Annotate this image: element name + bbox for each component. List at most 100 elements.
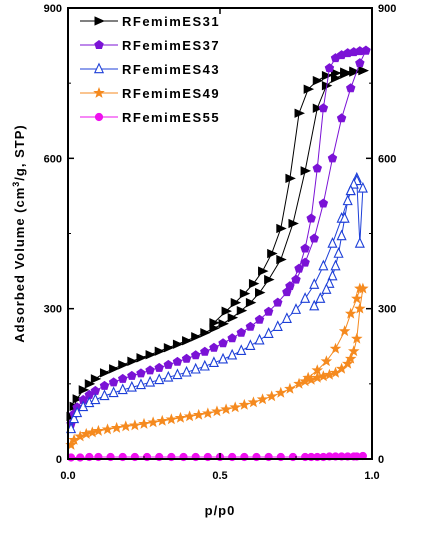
data-point [330,53,341,63]
data-point [336,229,347,241]
data-point [276,223,287,234]
data-point [156,414,168,426]
data-point [318,259,329,271]
data-point [357,282,369,294]
series-RFemimES49 [65,282,369,450]
data-point [256,393,269,405]
legend-label: RFemimES49 [122,86,220,101]
data-point [327,269,338,281]
data-point [324,63,335,73]
data-point [84,379,96,389]
data-point [311,371,324,383]
data-point [165,413,178,425]
y-tick-label-right: 300 [378,304,396,316]
data-point [312,103,324,113]
data-point [348,177,359,189]
data-point [99,380,110,390]
data-point [136,368,146,378]
data-point [163,359,174,369]
y-tick-label: 300 [44,304,62,316]
legend-item: RFemimES31 [80,14,220,29]
data-point [108,386,119,398]
data-point [182,336,193,346]
data-point [294,263,304,273]
data-point [90,393,101,405]
data-point [281,312,292,323]
legend-label: RFemimES43 [122,62,220,77]
data-point [181,365,192,377]
data-point [218,338,228,348]
data-point [318,103,329,113]
data-point [208,356,219,368]
data-point [136,353,147,363]
data-point [351,332,363,344]
data-point [254,314,265,324]
data-point [354,237,365,248]
data-point [327,153,338,163]
data-point [174,411,187,423]
data-point [138,417,150,429]
data-point [90,374,102,384]
data-point [86,426,99,438]
data-point [145,350,157,360]
data-point [200,328,211,338]
data-point [335,362,348,374]
data-point [258,266,269,276]
series-RFemimES43 [65,171,368,434]
data-point [248,278,260,289]
data-point [255,287,266,298]
x-axis-title: p/p0 [205,503,236,518]
data-point [320,355,333,367]
data-point [340,67,351,77]
data-point [108,377,119,387]
legend-label: RFemimES37 [122,38,220,53]
data-point [300,166,312,176]
data-point [120,420,132,432]
series-layer [65,45,371,462]
legend-label: RFemimES55 [122,110,220,125]
data-point [227,348,238,360]
data-point [344,307,357,319]
data-point [285,281,295,291]
data-point [127,370,137,380]
data-point [329,342,342,354]
data-point [333,247,344,258]
x-tick-label: 0.0 [60,470,75,482]
data-point [254,333,265,345]
data-point [276,254,287,265]
data-point [265,390,278,402]
data-point [288,218,299,229]
data-point [183,410,196,422]
data-point [109,364,120,374]
legend-swatch-marker [94,40,104,50]
data-point [145,365,155,375]
data-point [217,352,229,364]
data-point [154,346,166,356]
data-point [331,68,342,78]
data-point [339,211,350,223]
data-point [76,453,85,462]
data-point [321,70,333,81]
data-point [303,84,315,94]
data-point [209,342,219,352]
data-point [351,292,363,304]
data-point [300,257,310,267]
data-point [209,318,220,328]
data-point [357,181,368,193]
legend-item: RFemimES49 [80,86,220,101]
data-point [294,108,305,118]
data-point [348,345,360,357]
data-point [345,83,356,93]
data-point [78,385,90,395]
data-point [309,299,320,311]
data-point [154,362,164,372]
data-point [273,297,283,307]
data-point [69,412,80,424]
data-point [154,373,165,385]
data-point [72,394,84,404]
data-point [72,406,83,418]
y-axis-title: Adsorbed Volume (cm3/g, STP) [11,124,27,342]
legend-label: RFemimES31 [122,14,220,29]
legend-item: RFemimES37 [80,38,220,53]
